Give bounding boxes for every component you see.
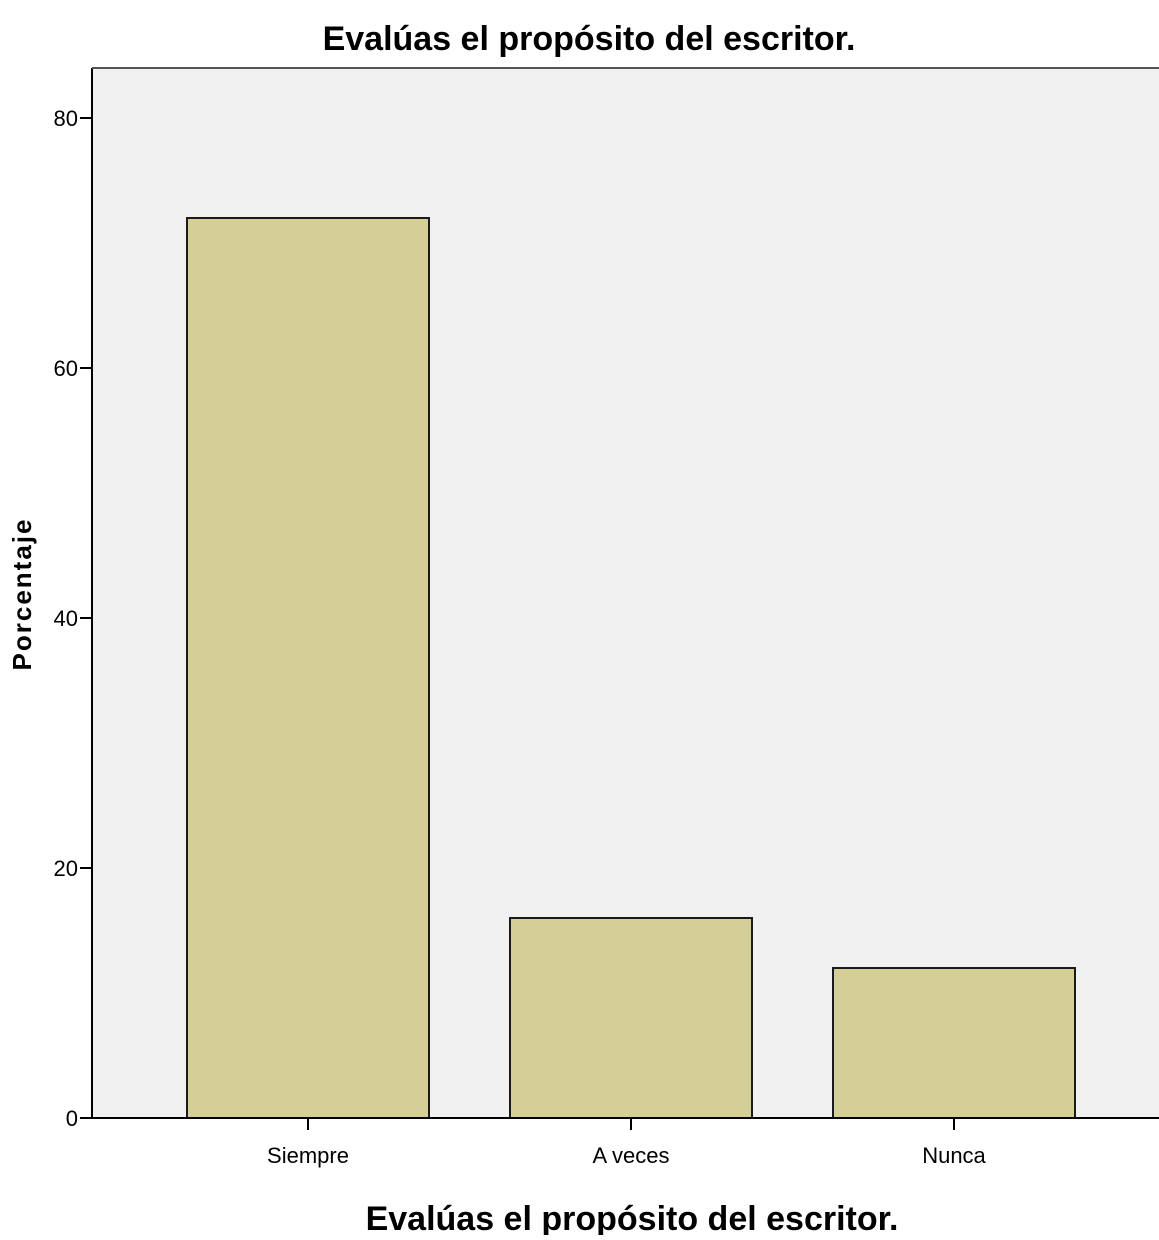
chart-title: Evalúas el propósito del escritor. <box>323 20 856 58</box>
bar-nunca <box>832 967 1076 1119</box>
axes-layer: Siempre A veces Nunca 0 20 40 60 80 <box>54 67 1159 1168</box>
x-axis-title: Evalúas el propósito del escritor. <box>366 1200 899 1235</box>
y-tick-label: 80 <box>54 106 78 131</box>
y-tick-label: 0 <box>66 1106 78 1131</box>
x-tick-label: Siempre <box>267 1143 349 1168</box>
x-tick-label: A veces <box>592 1143 669 1168</box>
y-tick-label: 40 <box>54 606 78 631</box>
y-axis-title: Porcentaje <box>7 518 37 671</box>
y-tick-label: 20 <box>54 856 78 881</box>
x-tick-label: Nunca <box>922 1143 986 1168</box>
bars-layer <box>186 217 1076 1119</box>
bar-siempre <box>186 217 430 1119</box>
bar-a-veces <box>509 917 753 1119</box>
y-tick-label: 60 <box>54 356 78 381</box>
